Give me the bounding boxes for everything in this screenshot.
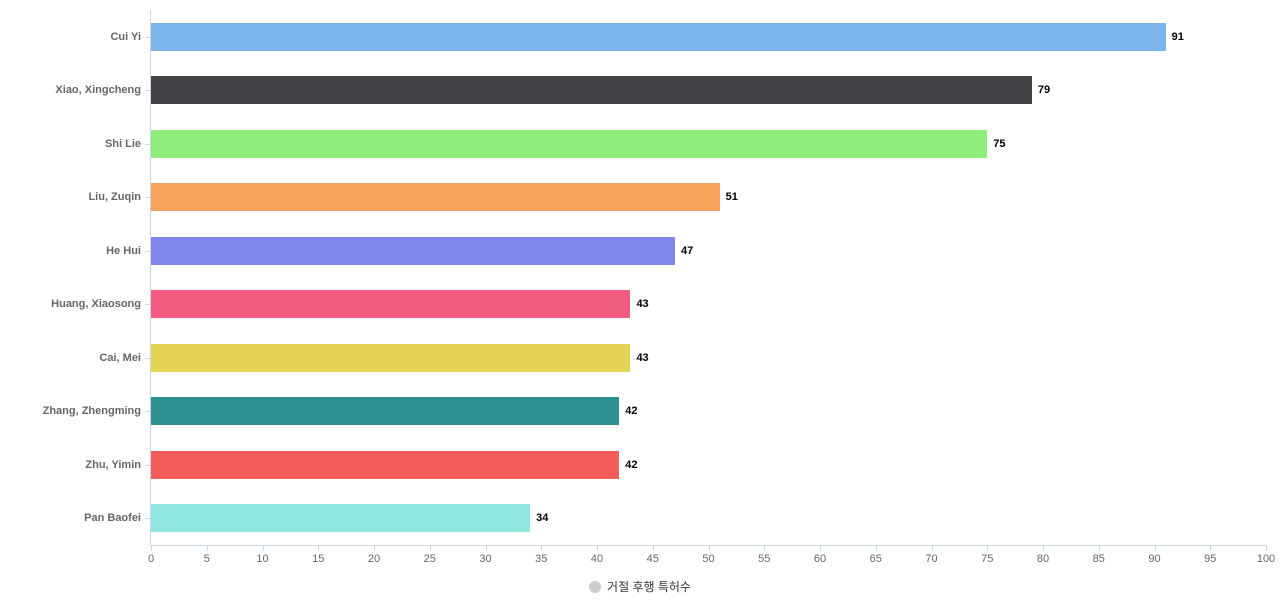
- x-tick-label: 85: [1093, 545, 1105, 565]
- bar[interactable]: [151, 130, 987, 158]
- legend-label: 거절 후행 특허수: [607, 578, 691, 595]
- y-tick-label: Shi Lie: [105, 138, 151, 150]
- x-tick-label: 100: [1257, 545, 1275, 565]
- bar-value-label: 34: [530, 512, 548, 524]
- bar-value-label: 51: [720, 191, 738, 203]
- y-tick-label: Huang, Xiaosong: [51, 298, 151, 310]
- y-tick-label: Zhu, Yimin: [85, 459, 151, 471]
- x-tick-label: 65: [870, 545, 882, 565]
- y-tick-label: Zhang, Zhengming: [43, 405, 151, 417]
- bar[interactable]: [151, 504, 530, 532]
- bar-value-label: 42: [619, 405, 637, 417]
- bar[interactable]: [151, 397, 619, 425]
- bar[interactable]: [151, 344, 630, 372]
- bar[interactable]: [151, 183, 720, 211]
- plot-area: 0510152025303540455055606570758085909510…: [150, 10, 1266, 546]
- bar-chart: 0 5 10 15 20 25 30 35 40 45 50 55 60 65 70 75 80 85 90 95 10…: [0, 0, 1280, 600]
- bar-value-label: 43: [630, 352, 648, 364]
- x-tick-label: 70: [925, 545, 937, 565]
- bar-value-label: 43: [630, 298, 648, 310]
- x-tick-label: 10: [256, 545, 268, 565]
- x-tick-label: 35: [535, 545, 547, 565]
- x-tick-label: 30: [479, 545, 491, 565]
- bar-value-label: 91: [1166, 31, 1184, 43]
- x-tick-label: 5: [204, 545, 210, 565]
- bar[interactable]: [151, 237, 675, 265]
- x-tick-label: 75: [981, 545, 993, 565]
- bar[interactable]: [151, 23, 1166, 51]
- bar-value-label: 79: [1032, 84, 1050, 96]
- x-tick-label: 15: [312, 545, 324, 565]
- bar[interactable]: [151, 290, 630, 318]
- bar-value-label: 75: [987, 138, 1005, 150]
- y-tick-label: Xiao, Xingcheng: [55, 84, 151, 96]
- x-tick-label: 55: [758, 545, 770, 565]
- x-tick-label: 50: [702, 545, 714, 565]
- x-tick-label: 45: [647, 545, 659, 565]
- x-tick-label: 80: [1037, 545, 1049, 565]
- bar-value-label: 42: [619, 459, 637, 471]
- bar[interactable]: [151, 451, 619, 479]
- x-tick-label: 0: [148, 545, 154, 565]
- x-tick-label: 95: [1204, 545, 1216, 565]
- legend-marker: [589, 581, 601, 593]
- y-tick-label: Cai, Mei: [99, 352, 151, 364]
- x-tick-label: 90: [1148, 545, 1160, 565]
- y-tick-label: Liu, Zuqin: [88, 191, 151, 203]
- x-tick-label: 20: [368, 545, 380, 565]
- y-tick-label: Pan Baofei: [84, 512, 151, 524]
- y-tick-label: Cui Yi: [110, 31, 151, 43]
- x-tick-label: 40: [591, 545, 603, 565]
- bar-value-label: 47: [675, 245, 693, 257]
- bar[interactable]: [151, 76, 1032, 104]
- x-tick-label: 25: [424, 545, 436, 565]
- legend[interactable]: 거절 후행 특허수: [589, 578, 691, 595]
- x-tick-label: 60: [814, 545, 826, 565]
- y-tick-label: He Hui: [106, 245, 151, 257]
